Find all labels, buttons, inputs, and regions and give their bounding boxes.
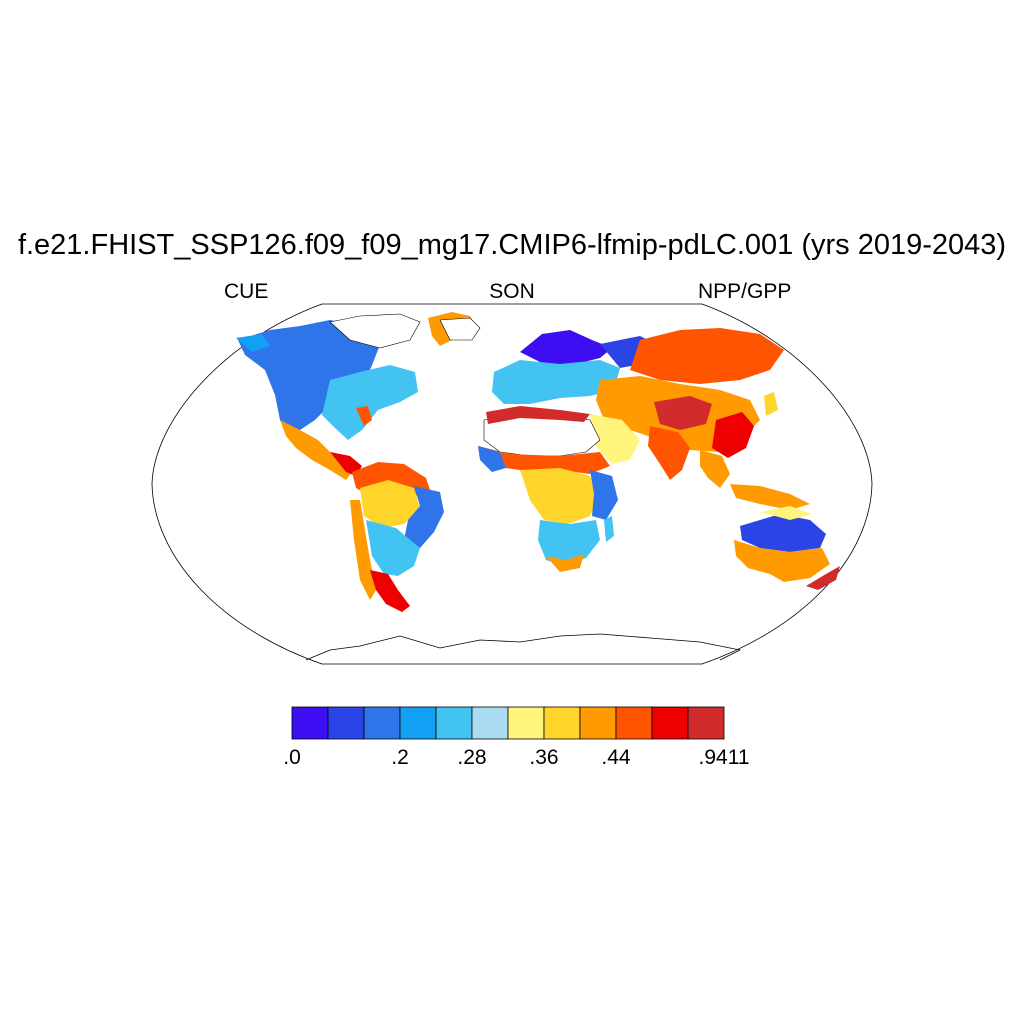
region-central-africa: [520, 468, 600, 524]
colorbar-box: [543, 706, 581, 740]
region-southeast-asia: [700, 450, 730, 488]
colorbar-tick-label: .36: [529, 746, 559, 769]
region-australia-north: [760, 506, 812, 520]
region-india: [648, 426, 690, 480]
region-brazil-east: [404, 486, 444, 548]
region-central-america: [330, 452, 362, 476]
region-southern-africa: [538, 520, 600, 566]
region-china-east: [712, 412, 754, 458]
colorbar-box: [435, 706, 473, 740]
region-japan: [764, 392, 778, 416]
region-madagascar: [604, 516, 614, 542]
region-west-africa: [478, 446, 506, 472]
region-tibet: [654, 396, 712, 430]
colorbar-box: [291, 706, 329, 740]
region-canada-arctic: [329, 313, 421, 349]
colorbar-box: [471, 706, 509, 740]
region-greenland-interior: [439, 317, 481, 341]
region-east-africa: [590, 470, 618, 520]
region-south-america-mid: [366, 520, 420, 576]
colorbar-box: [327, 706, 365, 740]
region-sahel: [478, 446, 610, 474]
region-northern-europe: [520, 330, 612, 366]
colorbar-box: [399, 706, 437, 740]
region-na-west: [238, 320, 380, 440]
variable-label: CUE: [224, 280, 269, 303]
region-middle-east: [590, 414, 640, 464]
figure-title: f.e21.FHIST_SSP126.f09_f09_mg17.CMIP6-lf…: [17, 229, 1007, 261]
colorbar-box: [363, 706, 401, 740]
antarctica-outline: [305, 633, 742, 661]
region-andes: [350, 500, 376, 600]
region-north-africa-coast: [486, 406, 590, 424]
colorbar-tick-label: .9411: [698, 746, 750, 769]
region-amazon-core: [360, 480, 420, 528]
season-label: SON: [489, 280, 535, 303]
region-alaska: [236, 334, 270, 352]
region-australia-interior: [740, 514, 826, 552]
region-na-south: [280, 420, 352, 480]
region-new-zealand: [806, 566, 840, 590]
region-patagonia: [370, 570, 410, 612]
region-south-africa-tip: [546, 554, 584, 572]
colorbar-box: [579, 706, 617, 740]
map-outline: [151, 303, 873, 665]
units-label: NPP/GPP: [698, 280, 792, 303]
colorbar-tick-label: .44: [601, 746, 631, 769]
region-florida: [356, 406, 372, 426]
colorbar-box: [687, 706, 725, 740]
colorbar-box: [615, 706, 653, 740]
region-indonesia: [730, 484, 810, 510]
region-australia-coast: [734, 540, 830, 582]
colorbar-tick-label: .2: [391, 746, 409, 769]
colorbar-tick-label: .0: [283, 746, 301, 769]
colorbar-box: [651, 706, 689, 740]
region-europe: [492, 360, 620, 404]
colorbar-box: [507, 706, 545, 740]
region-siberia: [630, 328, 784, 384]
colorbar-tick-label: .28: [457, 746, 487, 769]
region-na-east: [322, 365, 418, 440]
